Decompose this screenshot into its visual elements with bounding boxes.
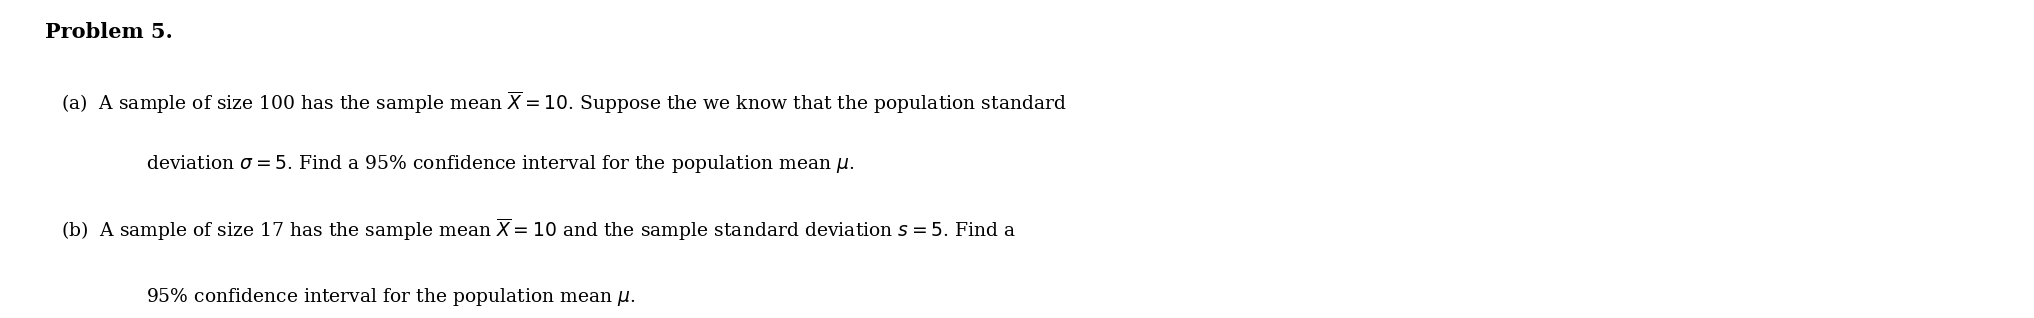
Text: Problem 5.: Problem 5. [45,22,173,42]
Text: deviation $\sigma = 5$. Find a 95% confidence interval for the population mean $: deviation $\sigma = 5$. Find a 95% confi… [146,153,854,175]
Text: (b)  A sample of size 17 has the sample mean $\overline{X} = 10$ and the sample : (b) A sample of size 17 has the sample m… [61,216,1017,243]
Text: (a)  A sample of size 100 has the sample mean $\overline{X} = 10$. Suppose the w: (a) A sample of size 100 has the sample … [61,89,1068,116]
Text: 95% confidence interval for the population mean $\mu$.: 95% confidence interval for the populati… [146,286,637,308]
